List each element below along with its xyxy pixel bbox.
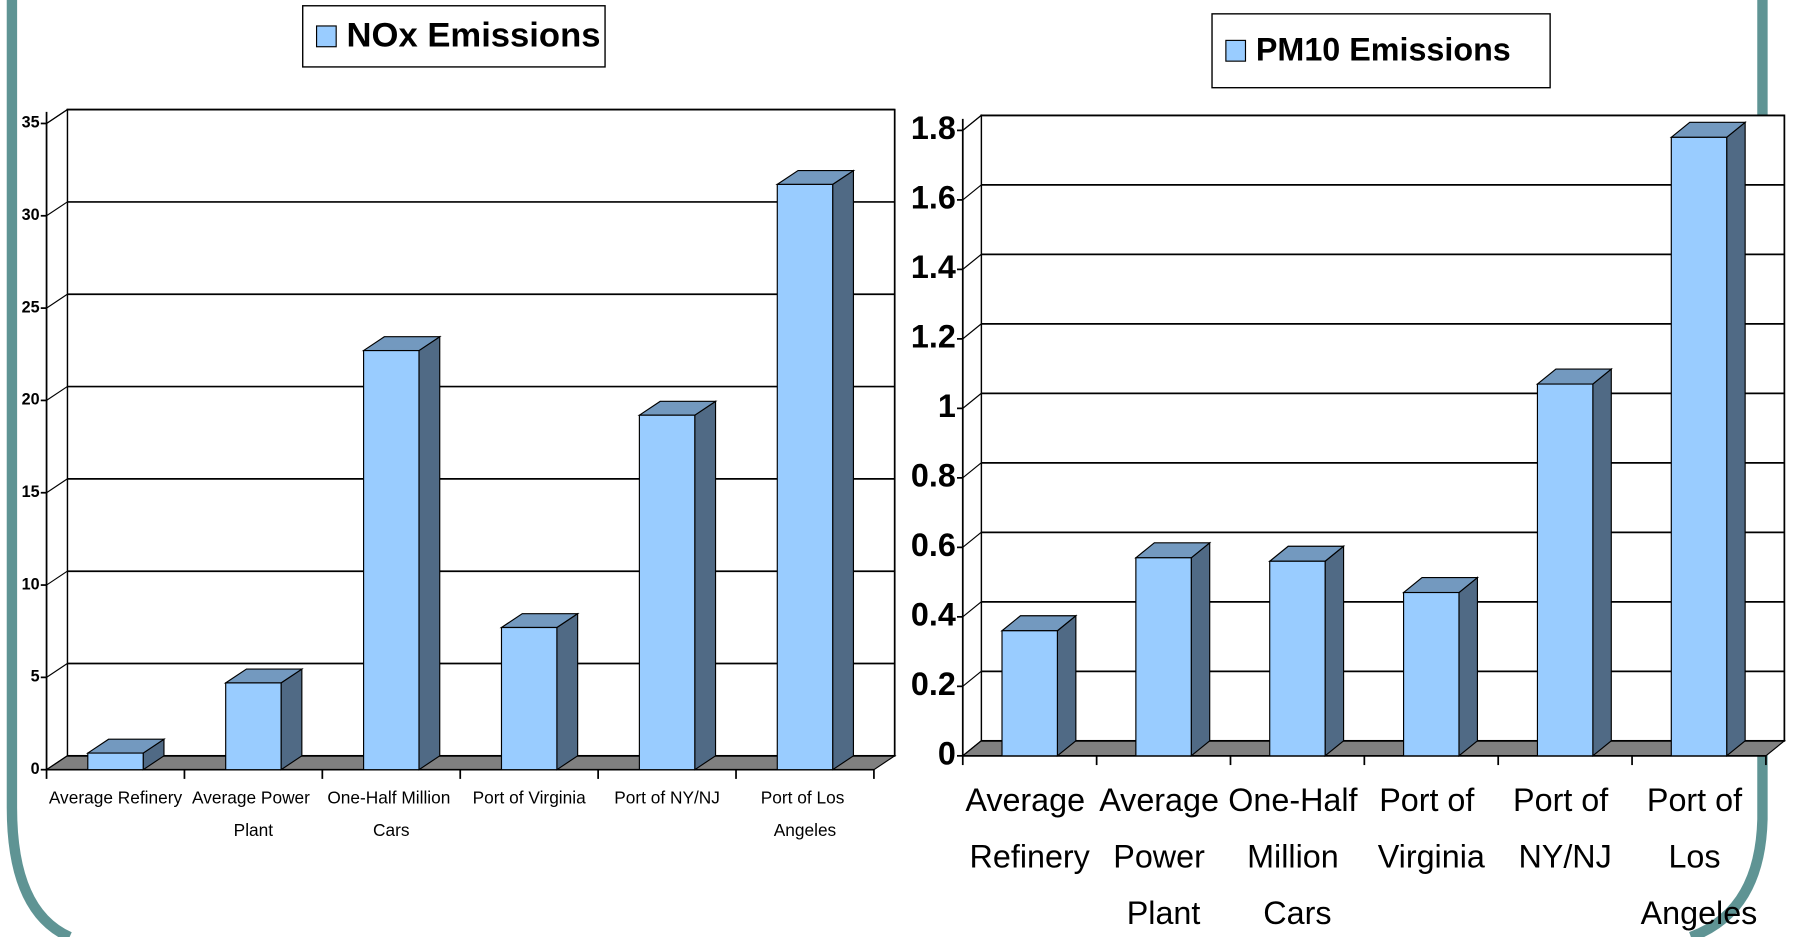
bar-side: [1592, 367, 1612, 758]
grid-line: [962, 114, 982, 131]
grid-line: [46, 755, 68, 771]
frame-left: [6, 0, 72, 937]
x-tick-label: Port of Los Angeles: [1641, 782, 1758, 931]
grid-line: [962, 531, 982, 548]
bar-front: [638, 414, 696, 771]
bar: [1669, 121, 1747, 758]
legend-label: PM10 Emissions: [1256, 31, 1511, 67]
y-tick-label: 1.8: [911, 110, 956, 146]
y-tick-label: 1: [938, 388, 956, 424]
x-tick-label: Average Refinery: [49, 787, 183, 807]
bar: [499, 612, 580, 771]
x-tick-label: Average Power Plant: [1099, 782, 1228, 931]
legend-label: NOx Emissions: [347, 17, 601, 55]
grid-line: [962, 670, 982, 687]
y-tick-label: 25: [22, 298, 40, 316]
floor: [44, 755, 897, 771]
grid-line: [46, 201, 68, 217]
x-tick-label: Average Power Plant: [192, 787, 315, 839]
grid-line: [962, 601, 982, 618]
legend-swatch: [1225, 39, 1247, 62]
grid-line: [962, 462, 982, 479]
bar-front: [1135, 557, 1192, 757]
y-tick-label: 10: [22, 575, 40, 593]
y-tick-label: 0: [938, 735, 956, 771]
bar: [361, 335, 442, 771]
bar-front: [1269, 560, 1326, 757]
grid-line: [962, 253, 982, 270]
legend-box: [1211, 13, 1551, 89]
bar-side: [1458, 576, 1479, 758]
y-tick-label: 20: [22, 391, 40, 409]
x-tick-label: Average Refinery: [965, 782, 1094, 875]
y-tick-label: 35: [22, 114, 40, 132]
bar-side: [1324, 545, 1345, 758]
grid-line: [46, 293, 68, 309]
bar: [1535, 367, 1613, 758]
bar-side: [832, 169, 855, 771]
y-tick-label: 1.6: [911, 179, 956, 215]
y-tick-label: 0.2: [911, 666, 956, 702]
grid-line: [962, 392, 982, 409]
y-tick-label: 0.4: [911, 596, 956, 632]
x-tick-label: Port of Virginia: [473, 787, 587, 807]
bar-side: [694, 400, 717, 771]
bar: [1268, 545, 1346, 758]
bar: [1000, 614, 1078, 758]
bar: [85, 738, 166, 771]
bar-front: [87, 752, 144, 771]
legend-box: [302, 5, 606, 68]
grid-line: [46, 570, 68, 586]
y-tick-label: 30: [22, 206, 40, 224]
y-tick-label: 0.8: [911, 457, 956, 493]
bar-front: [1403, 591, 1460, 757]
x-tick-label: One-Half Million Cars: [1228, 782, 1366, 931]
y-tick-label: 15: [22, 483, 40, 501]
bar: [223, 667, 304, 771]
bar-front: [1670, 136, 1728, 757]
x-tick-label: Port of NY/NJ: [1513, 782, 1617, 875]
frame-right: [1689, 0, 1768, 937]
bar: [1134, 541, 1212, 758]
grid-line: [46, 478, 68, 494]
grid-line: [962, 323, 982, 340]
bar-front: [500, 626, 558, 771]
y-tick-label: 0: [31, 760, 40, 778]
bar-front: [1536, 383, 1594, 757]
x-tick-label: One-Half Million Cars: [327, 787, 455, 839]
back-wall: [980, 114, 1786, 742]
bar-side: [1190, 541, 1211, 758]
bar-side: [418, 335, 441, 771]
side-wall: [962, 114, 982, 758]
floor: [961, 740, 1787, 757]
x-tick-label: Port of NY/NJ: [614, 787, 720, 807]
bar-front: [776, 183, 834, 771]
bar: [1401, 576, 1480, 758]
bar-front: [1001, 630, 1058, 757]
y-tick-label: 1.2: [911, 318, 956, 354]
bar-front: [225, 682, 282, 771]
bar-side: [1056, 614, 1077, 758]
legend-swatch: [315, 25, 337, 48]
bar: [637, 400, 718, 771]
grid-line: [46, 663, 68, 678]
bar-front: [363, 349, 420, 771]
bar-side: [556, 612, 579, 771]
bar-side: [1726, 121, 1746, 758]
grid-line: [962, 184, 982, 201]
bar-side: [280, 667, 303, 771]
grid-line: [46, 386, 68, 401]
x-tick-label: Port of Virginia: [1378, 782, 1485, 875]
y-tick-label: 0.6: [911, 527, 956, 563]
bar: [775, 169, 856, 771]
back-wall: [66, 108, 896, 757]
y-tick-label: 5: [31, 668, 40, 686]
grid-line: [962, 740, 982, 757]
grid-line: [46, 109, 68, 124]
x-tick-label: Port of Los Angeles: [761, 787, 849, 839]
y-tick-label: 1.4: [911, 249, 956, 285]
